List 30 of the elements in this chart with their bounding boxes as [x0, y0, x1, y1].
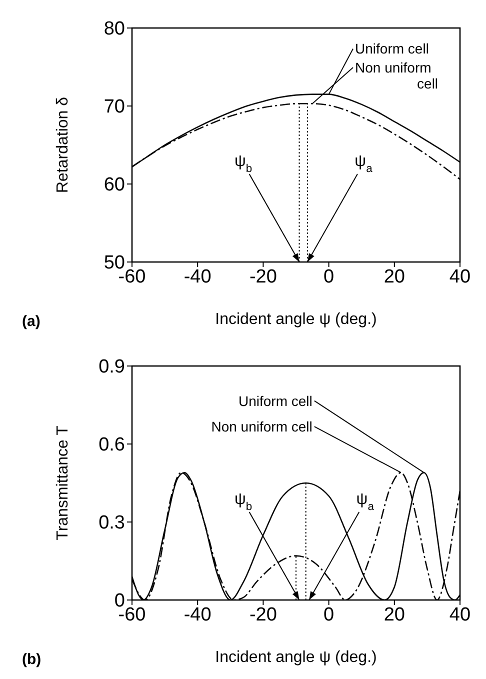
y-tick-label: 0.3: [98, 512, 125, 534]
text: Uniform cell: [355, 40, 429, 57]
text: Uniform cell: [238, 392, 312, 409]
x-tick-label: -40: [184, 604, 212, 626]
x-tick-label: -20: [249, 266, 277, 288]
x-tick-label: 20: [384, 266, 405, 288]
annotation: ψ$_{a}$: [354, 153, 374, 175]
y-axis-title: Transmittance T: [54, 425, 72, 540]
series-label: Non uniform cell: [355, 59, 438, 92]
annotation: ψ$_{b}$: [234, 491, 252, 513]
y-tick-label: 0.9: [98, 356, 125, 378]
x-tick-label: 0: [324, 266, 334, 288]
text: Non uniform cell: [211, 418, 312, 435]
x-tick-label: -40: [184, 266, 212, 288]
x-axis-title: Incident angle ψ (deg.): [215, 311, 377, 328]
x-tick-label: 40: [449, 266, 471, 288]
x-axis-title: Incident angle ψ (deg.): [215, 649, 377, 666]
y-axis-title: Retardation δ: [54, 96, 72, 194]
y-tick-label: 80: [104, 18, 125, 40]
annotation: ψ$_{b}$: [234, 153, 252, 175]
y-tick-label: 60: [104, 174, 125, 196]
y-tick-label: 0.6: [98, 434, 125, 456]
x-tick-label: 20: [384, 604, 405, 626]
annotation: ψ$_{a}$: [356, 491, 375, 513]
text: (a): [22, 313, 40, 330]
x-tick-label: 40: [449, 604, 471, 626]
x-tick-label: 0: [324, 604, 334, 626]
y-tick-label: 70: [104, 96, 125, 118]
text: (b): [22, 651, 42, 668]
x-tick-label: -20: [249, 604, 277, 626]
